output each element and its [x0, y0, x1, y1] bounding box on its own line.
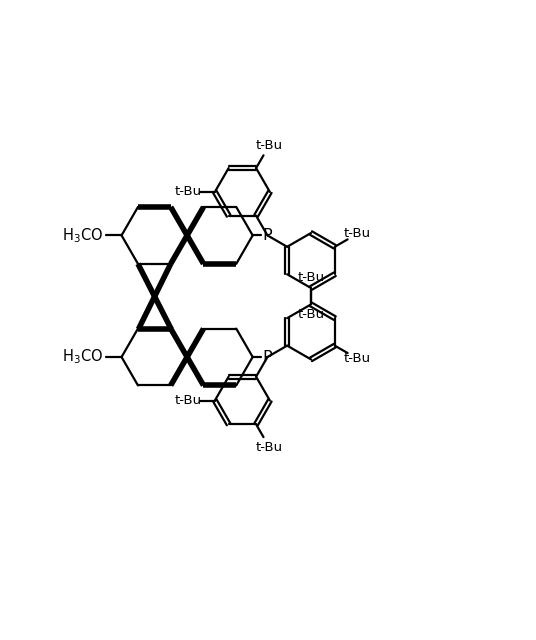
- Text: t-Bu: t-Bu: [344, 353, 371, 365]
- Text: t-Bu: t-Bu: [256, 441, 283, 454]
- Text: t-Bu: t-Bu: [344, 227, 371, 240]
- Text: P: P: [263, 349, 272, 365]
- Text: H$_3$CO: H$_3$CO: [62, 348, 103, 366]
- Text: H$_3$CO: H$_3$CO: [62, 226, 103, 244]
- Text: t-Bu: t-Bu: [297, 308, 324, 321]
- Text: P: P: [263, 228, 272, 243]
- Text: t-Bu: t-Bu: [256, 139, 283, 152]
- Text: t-Bu: t-Bu: [175, 394, 202, 407]
- Text: t-Bu: t-Bu: [297, 271, 324, 284]
- Text: t-Bu: t-Bu: [175, 186, 202, 198]
